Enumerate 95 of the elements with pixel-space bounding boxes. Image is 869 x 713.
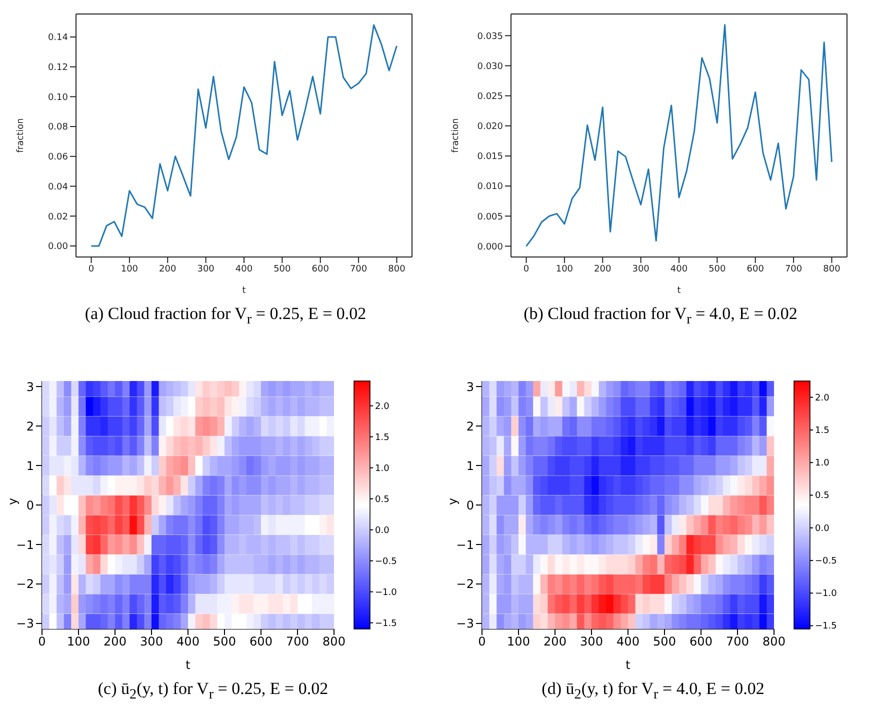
x-axis-title: t xyxy=(626,658,631,672)
y-tick-label: 0.000 xyxy=(477,242,504,252)
color-bar-label: 2.0 xyxy=(375,402,390,412)
x-tick-label: 500 xyxy=(708,264,726,274)
x-tick-label: 800 xyxy=(762,634,786,649)
x-tick-label: 700 xyxy=(784,264,802,274)
x-tick-label: 100 xyxy=(120,264,138,274)
y-tick-label: 0.10 xyxy=(48,92,68,103)
text: (d) ū$_{2}$(y, t) for V$_{r}$ = 4.0, E = 0.02 xyxy=(540,679,766,704)
y-tick-label: −3 xyxy=(456,616,474,631)
y-tick-label: −2 xyxy=(16,577,34,592)
color-bar-label: 0.0 xyxy=(815,524,830,534)
y-tick-label: 1 xyxy=(466,458,474,473)
color-bar-label: −0.5 xyxy=(815,556,837,566)
x-tick-label: 100 xyxy=(507,634,530,649)
x-tick-label: 600 xyxy=(250,634,272,649)
y-tick-label: 0.14 xyxy=(48,33,68,44)
x-tick-label: 600 xyxy=(746,264,764,274)
y-tick-label: 0.025 xyxy=(477,92,503,102)
color-bar-label: 1.5 xyxy=(375,432,390,443)
x-tick-label: 500 xyxy=(653,634,676,649)
x-tick-label: 300 xyxy=(632,264,650,274)
line-series xyxy=(90,24,398,247)
y-tick-label: 0.02 xyxy=(48,212,68,222)
x-axis-title: t xyxy=(242,286,246,296)
color-bar-label: −0.5 xyxy=(375,556,397,567)
x-tick-label: 600 xyxy=(312,264,330,274)
x-tick-label: 700 xyxy=(286,634,309,649)
x-tick-label: 400 xyxy=(235,264,253,274)
color-bar-label: 1.5 xyxy=(815,426,830,436)
y-tick-label: 0.12 xyxy=(48,63,68,74)
text: (a) Cloud fraction for V$_{r}$ = 0.25, E = 0.02 xyxy=(84,304,368,328)
x-axis-title: t xyxy=(677,286,682,296)
color-bar-label: −1.5 xyxy=(375,618,397,629)
y-tick-label: 0 xyxy=(466,498,474,512)
x-tick-label: 300 xyxy=(580,634,603,649)
color-bar-label: −1.5 xyxy=(815,622,837,632)
x-tick-label: 400 xyxy=(670,264,688,274)
x-tick-label: 0 xyxy=(523,264,530,274)
line-series xyxy=(526,24,832,247)
y-axis-title: fraction xyxy=(16,118,26,153)
y-tick-label: 0.020 xyxy=(477,122,504,132)
y-tick-label: 0.010 xyxy=(477,182,504,192)
x-tick-label: 800 xyxy=(322,634,346,649)
color-bar-label: 0.0 xyxy=(375,526,390,536)
x-tick-label: 0 xyxy=(88,264,94,274)
x-tick-label: 800 xyxy=(388,264,406,274)
y-tick-label: 0.005 xyxy=(477,212,503,222)
y-tick-label: 2 xyxy=(466,419,474,434)
y-tick-label: −1 xyxy=(456,538,474,552)
x-tick-label: 400 xyxy=(176,634,200,649)
x-tick-label: 200 xyxy=(544,634,566,649)
color-bar-label: 0.5 xyxy=(375,494,390,505)
y-tick-label: 0 xyxy=(26,498,34,512)
color-bar-label: −1.0 xyxy=(815,589,838,600)
color-bar-label: 1.0 xyxy=(375,464,390,474)
x-tick-label: 200 xyxy=(159,264,176,274)
y-tick-label: 0.04 xyxy=(48,182,68,192)
x-tick-label: 300 xyxy=(140,634,163,649)
x-tick-label: 400 xyxy=(616,634,640,649)
x-axis-title: t xyxy=(186,658,191,672)
text: (c) ū$_{2}$(y, t) for V$_{r}$ = 0.25, E = 0.02 xyxy=(96,679,330,704)
text: (b) Cloud fraction for V$_{r}$ = 4.0, E = 0.02 xyxy=(522,304,798,328)
y-tick-label: 0.08 xyxy=(48,122,68,133)
y-tick-label: 2 xyxy=(26,419,34,434)
y-tick-label: 3 xyxy=(26,380,34,394)
x-tick-label: 500 xyxy=(274,264,292,274)
y-axis-title: y xyxy=(445,498,460,505)
y-tick-label: 0.030 xyxy=(477,62,504,72)
y-axis-title: fraction xyxy=(451,118,462,153)
x-tick-label: 100 xyxy=(556,264,574,274)
x-tick-label: 800 xyxy=(823,264,841,274)
color-bar-label: 0.5 xyxy=(815,491,830,502)
color-bar-label: 1.0 xyxy=(815,458,830,469)
x-tick-label: 0 xyxy=(38,634,46,649)
y-tick-label: 0.06 xyxy=(48,152,68,163)
x-tick-label: 200 xyxy=(104,634,126,649)
y-tick-label: −1 xyxy=(16,538,34,552)
x-tick-label: 700 xyxy=(350,264,368,274)
x-tick-label: 300 xyxy=(197,264,215,274)
x-tick-label: 600 xyxy=(690,634,712,649)
y-tick-label: 0.015 xyxy=(477,152,503,162)
y-tick-label: 0.00 xyxy=(48,242,68,252)
x-tick-label: 100 xyxy=(67,634,90,649)
y-tick-label: 0.035 xyxy=(477,32,503,42)
x-tick-label: 200 xyxy=(594,264,612,274)
color-bar-label: 2.0 xyxy=(815,393,830,404)
color-bar-label: −1.0 xyxy=(375,588,398,598)
x-tick-label: 500 xyxy=(213,634,236,649)
y-tick-label: −2 xyxy=(456,577,474,592)
y-axis-title: y xyxy=(5,498,20,505)
y-tick-label: 3 xyxy=(466,380,474,394)
y-tick-label: 1 xyxy=(26,458,34,473)
x-tick-label: 700 xyxy=(726,634,749,649)
y-tick-label: −3 xyxy=(16,616,34,631)
